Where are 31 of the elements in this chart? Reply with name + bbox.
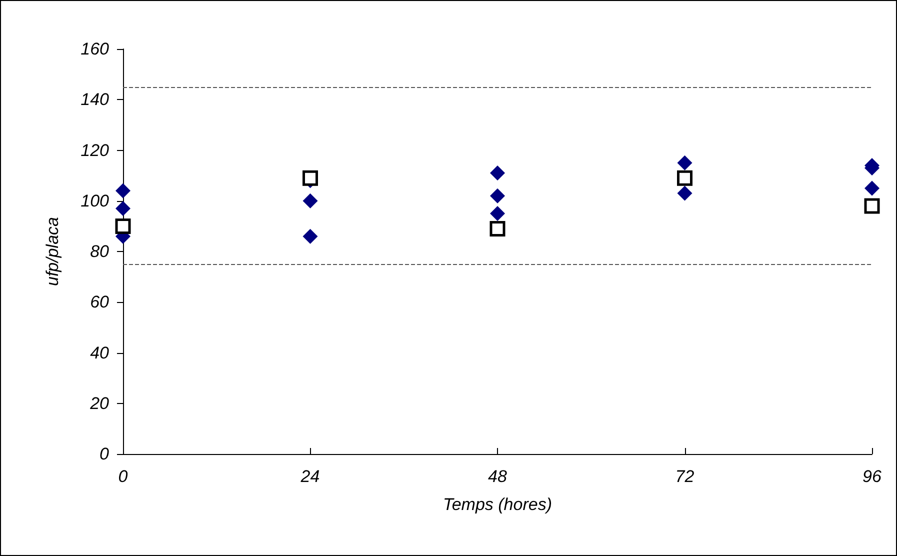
point	[677, 155, 692, 170]
x-tick-label: 96	[862, 467, 882, 486]
point	[116, 200, 130, 216]
y-tick-label: 80	[90, 242, 110, 261]
point	[115, 218, 131, 234]
x-tick-label: 24	[300, 467, 320, 486]
y-tick-label: 160	[80, 40, 110, 58]
point	[490, 206, 505, 222]
point	[677, 170, 692, 186]
y-tick-label: 100	[80, 191, 110, 210]
x-axis-title: Temps (hores)	[443, 495, 552, 514]
x-tick-label: 48	[488, 467, 508, 486]
y-tick-label: 140	[80, 90, 110, 110]
point	[864, 198, 880, 214]
y-tick-label: 120	[80, 140, 110, 160]
y-tick-label: 60	[90, 292, 110, 312]
point	[864, 180, 880, 196]
point	[302, 193, 318, 208]
point	[302, 228, 318, 244]
point	[490, 220, 506, 236]
point	[302, 170, 318, 186]
point	[116, 183, 130, 198]
y-tick-label: 0	[100, 444, 110, 464]
point	[490, 166, 505, 181]
point	[677, 186, 692, 201]
x-tick-label: 0	[118, 467, 128, 486]
point	[490, 188, 505, 204]
y-tick-label: 20	[89, 394, 110, 413]
y-tick-label: 40	[90, 343, 110, 362]
x-tick-label: 72	[675, 467, 695, 486]
y-axis-title: ufp/placa	[43, 217, 62, 286]
